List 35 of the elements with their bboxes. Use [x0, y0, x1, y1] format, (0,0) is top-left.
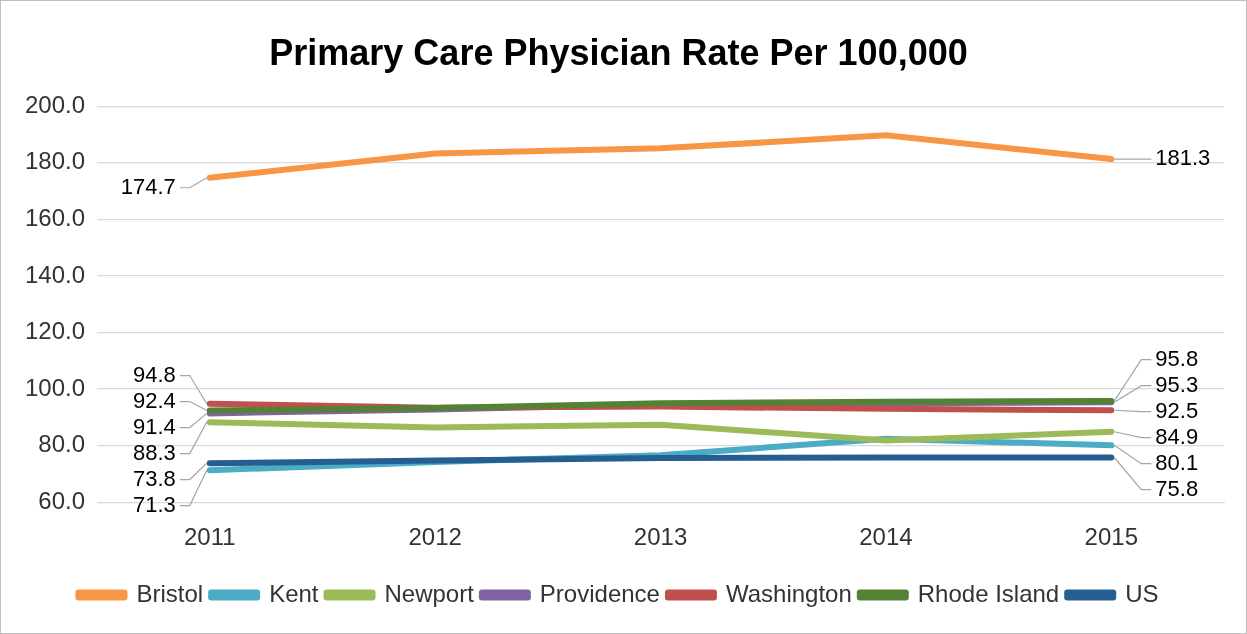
y-tick-label: 80.0 [38, 430, 86, 458]
data-label: 84.9 [1155, 423, 1199, 449]
data-label: 94.8 [132, 361, 176, 387]
y-tick-label: 100.0 [25, 373, 86, 401]
legend-label: US [1125, 579, 1159, 607]
data-label: 88.3 [132, 439, 176, 465]
x-tick-label: 2013 [633, 523, 688, 551]
data-label: 71.3 [132, 491, 176, 517]
data-label: 75.8 [1155, 475, 1199, 501]
legend-label: Newport [384, 579, 475, 607]
data-label: 91.4 [132, 413, 176, 439]
data-label: 95.8 [1155, 345, 1199, 371]
legend-label: Rhode Island [917, 579, 1060, 607]
data-label: 73.8 [132, 465, 176, 491]
y-tick-label: 120.0 [25, 317, 86, 345]
data-label: 181.3 [1155, 145, 1211, 171]
data-label: 92.4 [132, 387, 176, 413]
data-label: 80.1 [1155, 449, 1199, 475]
y-tick-label: 200.0 [25, 90, 86, 118]
y-tick-label: 60.0 [38, 486, 86, 514]
chart-title: Primary Care Physician Rate Per 100,000 [269, 31, 968, 73]
legend-label: Kent [269, 579, 319, 607]
x-tick-label: 2012 [408, 523, 462, 551]
x-tick-label: 2014 [859, 523, 913, 551]
y-tick-label: 180.0 [25, 147, 86, 175]
x-tick-label: 2015 [1084, 523, 1138, 551]
y-tick-label: 140.0 [25, 260, 86, 288]
y-tick-label: 160.0 [25, 203, 86, 231]
data-label: 95.3 [1155, 371, 1199, 397]
legend-label: Washington [725, 579, 852, 607]
data-label: 174.7 [120, 173, 176, 199]
legend-label: Bristol [136, 579, 204, 607]
data-label: 92.5 [1155, 397, 1199, 423]
x-tick-label: 2011 [183, 523, 236, 551]
legend-label: Providence [539, 579, 660, 607]
